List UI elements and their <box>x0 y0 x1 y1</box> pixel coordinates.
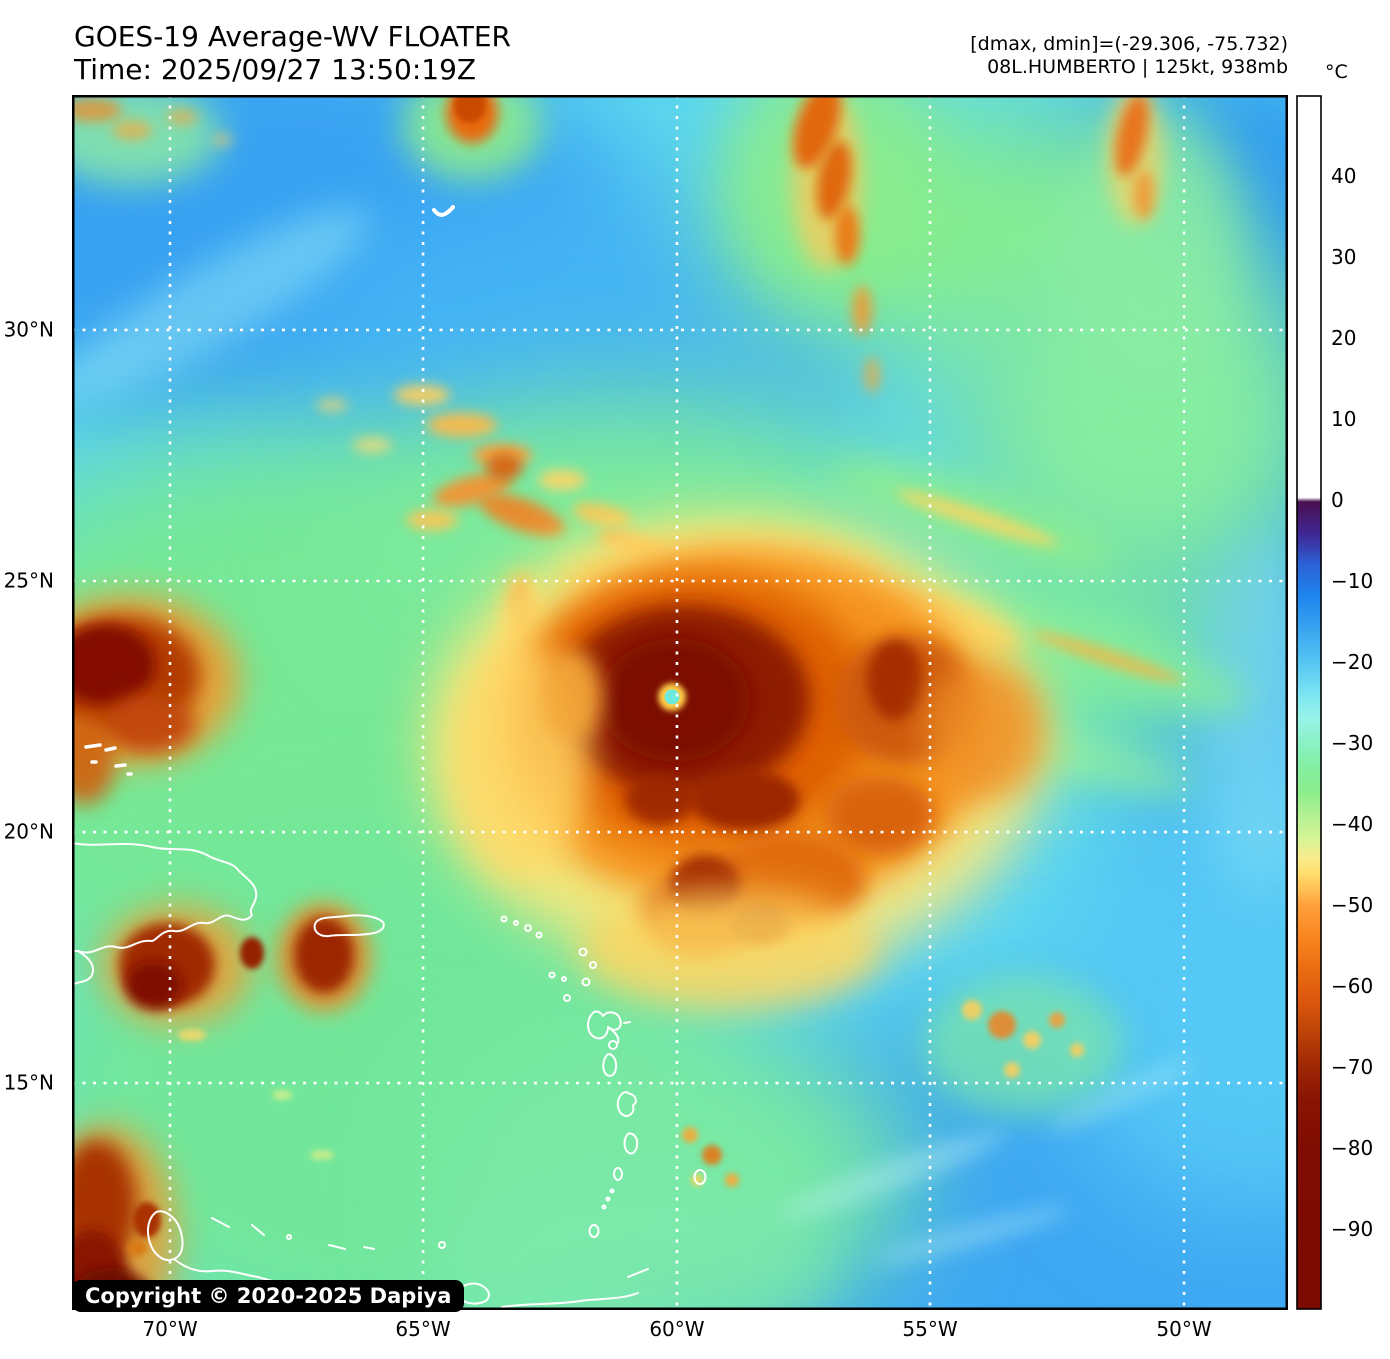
puerto-rico-coastline <box>313 914 385 938</box>
lon-tick-label: 70°W <box>142 1317 198 1341</box>
colorbar-unit-label: °C <box>1325 61 1348 83</box>
lat-axis: 30°N 25°N 20°N 15°N <box>0 95 62 1310</box>
colorbar-tick-label: 0 <box>1331 488 1344 512</box>
map-border <box>72 95 1288 1310</box>
colorbar-ticks: 40 30 20 10 0 −10 −20 −30 −40 −50 −60 −70 −80 −90 <box>1331 95 1389 1310</box>
coastlines <box>72 205 707 1308</box>
water-vapor-image <box>72 95 1288 1310</box>
lat-tick-label: 15°N <box>3 1070 54 1095</box>
barbados-coastline <box>693 1169 707 1185</box>
colorbar-tick-label: 40 <box>1331 164 1357 188</box>
lat-tick-label: 25°N <box>3 568 54 593</box>
colorbar-tick-label: −60 <box>1331 974 1374 998</box>
gridlines <box>72 95 1288 1310</box>
colorbar-tick-label: 30 <box>1331 245 1357 269</box>
hurricane-humberto <box>425 515 1045 1010</box>
colorbar-tick-label: −10 <box>1331 569 1374 593</box>
lesser-antilles-coastline <box>548 947 707 1238</box>
colorbar-tick-label: −50 <box>1331 893 1374 917</box>
storm-readout: 08L.HUMBERTO | 125kt, 938mb <box>987 56 1288 78</box>
lon-tick-label: 60°W <box>649 1317 705 1341</box>
figure-title: GOES-19 Average-WV FLOATER <box>74 20 512 53</box>
figure-title-block: GOES-19 Average-WV FLOATER Time: 2025/09… <box>74 20 511 86</box>
hispaniola-coastline <box>72 842 258 954</box>
colorbar-tick-label: −30 <box>1331 731 1374 755</box>
colorbar <box>1296 95 1322 1310</box>
turks-caicos-coastline <box>84 743 133 776</box>
water-vapor-field <box>72 95 1288 1310</box>
lon-axis: 70°W 65°W 60°W 55°W 50°W <box>72 1317 1288 1347</box>
colorbar-tick-label: 20 <box>1331 326 1357 350</box>
lon-tick-label: 55°W <box>902 1317 958 1341</box>
speckles-south <box>682 975 1122 1187</box>
colorbar-tick-label: 10 <box>1331 407 1357 431</box>
bermuda-coastline <box>432 205 455 217</box>
colorbar-tick-label: −80 <box>1331 1136 1374 1160</box>
lat-tick-label: 20°N <box>3 819 54 844</box>
colorbar-tick-label: −40 <box>1331 812 1374 836</box>
colorbar-tick-label: −90 <box>1331 1217 1374 1241</box>
figure-readouts: [dmax, dmin]=(-29.306, -75.732) 08L.HUMB… <box>970 33 1288 79</box>
virgin-islands-coastline <box>500 915 543 939</box>
copyright-badge: Copyright © 2020-2025 Dapiya <box>72 1280 465 1312</box>
colorbar-tick-label: −70 <box>1331 1055 1374 1079</box>
lon-tick-label: 65°W <box>395 1317 451 1341</box>
hurricane-eye <box>664 689 680 705</box>
colorbar-tick-label: −20 <box>1331 650 1374 674</box>
colorbar-gradient <box>1296 95 1322 1310</box>
lat-tick-label: 30°N <box>3 317 54 342</box>
dmax-dmin-readout: [dmax, dmin]=(-29.306, -75.732) <box>970 33 1288 55</box>
hispaniola-south-peninsula <box>72 950 94 986</box>
figure-time: Time: 2025/09/27 13:50:19Z <box>74 53 477 86</box>
lon-tick-label: 50°W <box>1156 1317 1212 1341</box>
satellite-map: Copyright © 2020-2025 Dapiya <box>72 95 1288 1312</box>
